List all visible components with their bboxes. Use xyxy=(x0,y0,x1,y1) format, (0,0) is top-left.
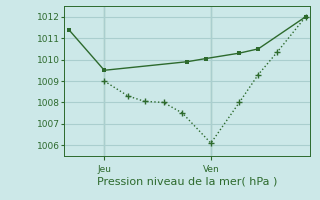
X-axis label: Pression niveau de la mer( hPa ): Pression niveau de la mer( hPa ) xyxy=(97,177,277,187)
